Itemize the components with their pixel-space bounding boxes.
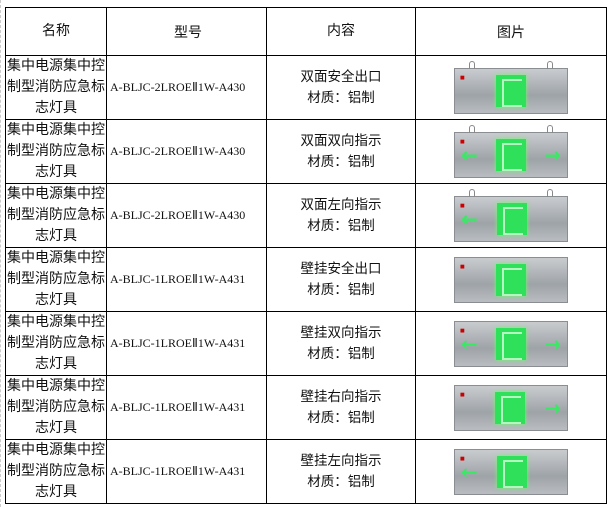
table-row: 集中电源集中控制型消防应急标志灯具 A-BLJC-1LROEⅡ1W-A431 壁… — [5, 311, 607, 376]
wall-right-sign-image: ■ → — [454, 384, 568, 431]
product-name: 集中电源集中控制型消防应急标志灯具 — [5, 183, 107, 248]
product-content: 双面安全出口 材质：铝制 — [266, 55, 416, 120]
right-arrow-icon: → — [544, 395, 561, 420]
running-man-exit-icon — [495, 391, 525, 424]
wall-left-sign-image: ■ ← — [454, 448, 568, 495]
product-model: A-BLJC-1LROEⅡ1W-A431 — [106, 311, 267, 376]
material: 材质：铝制 — [307, 217, 375, 234]
right-arrow-icon: → — [544, 331, 561, 356]
table-row: 集中电源集中控制型消防应急标志灯具 A-BLJC-2LROEⅡ1W-A430 双… — [5, 55, 607, 120]
product-content: 壁挂右向指示 材质：铝制 — [266, 375, 416, 440]
table-row: 集中电源集中控制型消防应急标志灯具 A-BLJC-1LROEⅡ1W-A431 壁… — [5, 375, 607, 440]
header-name: 名称 — [5, 7, 107, 56]
running-man-exit-icon — [497, 202, 527, 235]
content-type: 壁挂左向指示 — [300, 452, 382, 469]
hanging-exit-sign-image: ■ — [454, 60, 568, 114]
product-content: 双面左向指示 材质：铝制 — [266, 183, 416, 248]
content-type: 双面安全出口 — [300, 68, 382, 85]
product-table: 名称 型号 内容 图片 集中电源集中控制型消防应急标志灯具 A-BLJC-2LR… — [5, 7, 607, 504]
brand-logo: ■ — [460, 74, 465, 81]
product-name: 集中电源集中控制型消防应急标志灯具 — [5, 311, 107, 376]
header-image: 图片 — [415, 7, 607, 56]
brand-logo: ■ — [460, 455, 465, 462]
material: 材质：铝制 — [307, 409, 375, 426]
right-arrow-icon: → — [544, 142, 561, 167]
header-content: 内容 — [266, 7, 416, 56]
brand-logo: ■ — [460, 263, 465, 270]
header-row: 名称 型号 内容 图片 — [5, 7, 607, 56]
header-model: 型号 — [106, 7, 267, 56]
product-image-cell: ■ — [415, 55, 607, 120]
running-man-exit-icon — [496, 138, 526, 171]
product-content: 双面双向指示 材质：铝制 — [266, 119, 416, 184]
product-model: A-BLJC-2LROEⅡ1W-A430 — [106, 119, 267, 184]
content-type: 壁挂安全出口 — [300, 260, 382, 277]
material: 材质：铝制 — [307, 281, 375, 298]
material: 材质：铝制 — [307, 153, 375, 170]
hook-icon — [469, 60, 475, 69]
brand-logo: ■ — [460, 138, 465, 145]
left-arrow-icon: ← — [461, 459, 478, 484]
product-image-cell: ■ ← → — [415, 119, 607, 184]
table-row: 集中电源集中控制型消防应急标志灯具 A-BLJC-1LROEⅡ1W-A431 壁… — [5, 247, 607, 312]
product-name: 集中电源集中控制型消防应急标志灯具 — [5, 55, 107, 120]
content-type: 壁挂双向指示 — [300, 324, 382, 341]
product-content: 壁挂双向指示 材质：铝制 — [266, 311, 416, 376]
product-content: 壁挂安全出口 材质：铝制 — [266, 247, 416, 312]
product-name: 集中电源集中控制型消防应急标志灯具 — [5, 247, 107, 312]
product-name: 集中电源集中控制型消防应急标志灯具 — [5, 375, 107, 440]
brand-logo: ■ — [460, 327, 465, 334]
hanging-bidirectional-sign-image: ■ ← → — [454, 124, 568, 178]
product-image-cell: ■ — [415, 247, 607, 312]
hook-icon — [469, 124, 475, 133]
product-name: 集中电源集中控制型消防应急标志灯具 — [5, 439, 107, 504]
running-man-exit-icon — [496, 74, 526, 107]
brand-logo: ■ — [460, 202, 465, 209]
wall-exit-sign-image: ■ — [454, 256, 568, 303]
material: 材质：铝制 — [307, 473, 375, 490]
product-image-cell: ■ ← — [415, 439, 607, 504]
product-image-cell: ■ ← → — [415, 311, 607, 376]
brand-logo: ■ — [460, 391, 465, 398]
left-arrow-icon: ← — [461, 142, 478, 167]
content-type: 壁挂右向指示 — [300, 388, 382, 405]
product-content: 壁挂左向指示 材质：铝制 — [266, 439, 416, 504]
left-arrow-icon: ← — [461, 206, 478, 231]
content-type: 双面双向指示 — [300, 132, 382, 149]
hook-icon — [547, 188, 553, 197]
running-man-exit-icon — [496, 263, 526, 296]
product-model: A-BLJC-1LROEⅡ1W-A431 — [106, 375, 267, 440]
product-image-cell: ■ → — [415, 375, 607, 440]
wall-bidirectional-sign-image: ■ ← → — [454, 320, 568, 367]
table-row: 集中电源集中控制型消防应急标志灯具 A-BLJC-2LROEⅡ1W-A430 双… — [5, 119, 607, 184]
hanging-left-sign-image: ■ ← — [454, 188, 568, 242]
left-arrow-icon: ← — [461, 331, 478, 356]
product-model: A-BLJC-1LROEⅡ1W-A431 — [106, 247, 267, 312]
hook-icon — [547, 60, 553, 69]
running-man-exit-icon — [496, 327, 526, 360]
hook-icon — [547, 124, 553, 133]
product-name: 集中电源集中控制型消防应急标志灯具 — [5, 119, 107, 184]
product-model: A-BLJC-1LROEⅡ1W-A431 — [106, 439, 267, 504]
running-man-exit-icon — [497, 455, 527, 488]
table-row: 集中电源集中控制型消防应急标志灯具 A-BLJC-2LROEⅡ1W-A430 双… — [5, 183, 607, 248]
hook-icon — [469, 188, 475, 197]
content-type: 双面左向指示 — [300, 196, 382, 213]
table-row: 集中电源集中控制型消防应急标志灯具 A-BLJC-1LROEⅡ1W-A431 壁… — [5, 439, 607, 504]
material: 材质：铝制 — [307, 345, 375, 362]
product-model: A-BLJC-2LROEⅡ1W-A430 — [106, 183, 267, 248]
product-model: A-BLJC-2LROEⅡ1W-A430 — [106, 55, 267, 120]
product-image-cell: ■ ← — [415, 183, 607, 248]
material: 材质：铝制 — [307, 89, 375, 106]
